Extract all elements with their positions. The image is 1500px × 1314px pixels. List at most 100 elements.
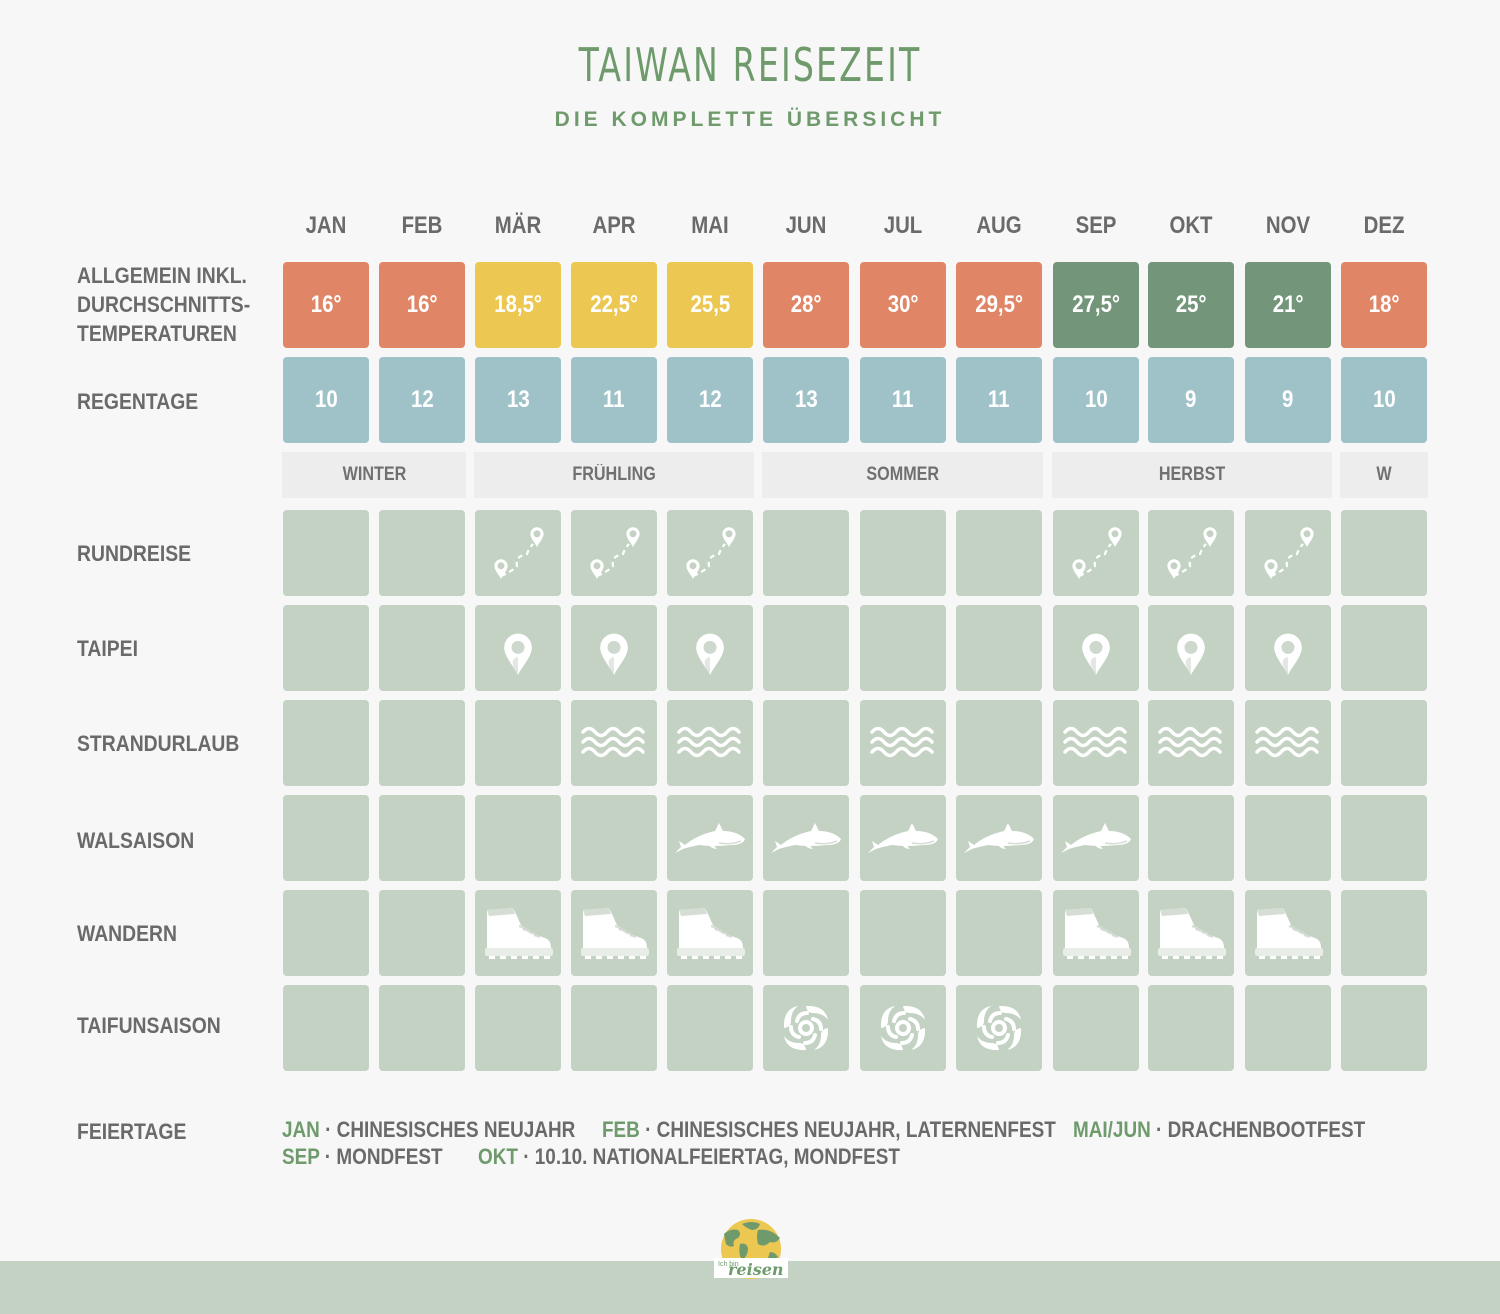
temperature-cell: 25° xyxy=(1148,262,1234,348)
page-subtitle: DIE KOMPLETTE ÜBERSICHT xyxy=(554,108,946,131)
location-pin-icon xyxy=(600,633,628,675)
holidays-line-2: SEP · MONDFEST xyxy=(282,1144,443,1170)
activity-cell-strand xyxy=(379,700,465,786)
row-label-taipei: TAIPEI xyxy=(77,636,138,661)
activity-cell-taipei xyxy=(1245,605,1331,691)
temperature-cell: 29,5° xyxy=(956,262,1042,348)
temperature-cell: 28° xyxy=(763,262,849,348)
row-label-strandurlaub: STRANDURLAUB xyxy=(77,731,240,756)
activity-cell-taipei xyxy=(475,605,561,691)
hiking-boot-icon xyxy=(485,908,553,959)
activity-cell-strand xyxy=(667,700,753,786)
rain-days-value: 11 xyxy=(988,386,1010,413)
activity-cell-wal xyxy=(956,795,1042,881)
activity-cell-wandern xyxy=(475,890,561,976)
activity-cell-taifun xyxy=(860,985,946,1071)
page-title: TAIWAN REISEZEIT xyxy=(578,38,922,92)
rain-days-value: 10 xyxy=(1372,386,1396,413)
activity-cell-taifun xyxy=(379,985,465,1071)
rain-days-cell: 10 xyxy=(1053,357,1139,443)
site-logo[interactable]: Ich bin reisen xyxy=(712,1214,790,1280)
activity-cell-wandern xyxy=(1148,890,1234,976)
waves-icon xyxy=(1158,726,1222,758)
activity-cell-rundreise xyxy=(1341,510,1427,596)
activity-cell-taifun xyxy=(667,985,753,1071)
row-label-temperature: ALLGEMEIN INKL. DURCHSCHNITTS- TEMPERATU… xyxy=(77,261,250,348)
row-label-wandern: WANDERN xyxy=(77,921,178,946)
season-label: SOMMER xyxy=(866,464,939,485)
activity-cell-rundreise xyxy=(379,510,465,596)
holidays-line-2: OKT · 10.10. NATIONALFEIERTAG, MONDFEST xyxy=(478,1144,900,1170)
activity-cell-wal xyxy=(475,795,561,881)
route-icon xyxy=(1072,527,1122,579)
rain-days-value: 9 xyxy=(1282,386,1294,413)
month-header: JUN xyxy=(785,212,827,239)
activity-cell-wal xyxy=(379,795,465,881)
month-header: NOV xyxy=(1265,212,1311,239)
activity-cell-wandern xyxy=(860,890,946,976)
activity-cell-taipei xyxy=(283,605,369,691)
hiking-boot-icon xyxy=(1255,908,1323,959)
row-label-temperature-line: ALLGEMEIN INKL. xyxy=(77,263,247,288)
rain-days-cell: 12 xyxy=(379,357,465,443)
whale-icon xyxy=(964,823,1034,853)
temperature-value: 22,5° xyxy=(590,291,638,318)
season-band: W xyxy=(1340,452,1428,498)
activity-cell-strand xyxy=(283,700,369,786)
season-band: HERBST xyxy=(1052,452,1332,498)
whale-icon xyxy=(675,823,745,853)
activity-cell-wandern xyxy=(1053,890,1139,976)
activity-cell-rundreise xyxy=(667,510,753,596)
waves-icon xyxy=(870,726,934,758)
season-label: W xyxy=(1376,464,1392,485)
activity-cell-wal xyxy=(1245,795,1331,881)
row-label-temperature-line: DURCHSCHNITTS- xyxy=(77,292,251,317)
holiday-name: 10.10. NATIONALFEIERTAG, MONDFEST xyxy=(534,1144,900,1169)
holiday-month: MAI/JUN xyxy=(1073,1117,1151,1142)
activity-cell-taifun xyxy=(475,985,561,1071)
activity-cell-taipei xyxy=(763,605,849,691)
activity-cell-taifun xyxy=(956,985,1042,1071)
rain-days-value: 13 xyxy=(506,386,530,413)
activity-cell-strand xyxy=(956,700,1042,786)
temperature-value: 27,5° xyxy=(1072,291,1120,318)
rain-days-value: 13 xyxy=(794,386,818,413)
rain-days-cell: 13 xyxy=(475,357,561,443)
route-icon xyxy=(686,527,736,579)
activity-cell-rundreise xyxy=(475,510,561,596)
activity-cell-rundreise xyxy=(1245,510,1331,596)
activity-cell-strand xyxy=(860,700,946,786)
temperature-value: 18° xyxy=(1368,291,1400,318)
activity-cell-strand xyxy=(571,700,657,786)
activity-cell-strand xyxy=(1341,700,1427,786)
hiking-boot-icon xyxy=(677,908,745,959)
temperature-cell: 18,5° xyxy=(475,262,561,348)
activity-cell-wal xyxy=(763,795,849,881)
month-header: JUL xyxy=(883,212,923,239)
logo-big-text: reisen xyxy=(728,1260,784,1279)
hiking-boot-icon xyxy=(581,908,649,959)
route-icon xyxy=(590,527,640,579)
temperature-cell: 27,5° xyxy=(1053,262,1139,348)
hiking-boot-icon xyxy=(1063,908,1131,959)
rain-days-cell: 9 xyxy=(1148,357,1234,443)
activity-cell-taipei xyxy=(379,605,465,691)
holiday-separator: · xyxy=(517,1144,535,1169)
temperature-value: 30° xyxy=(887,291,919,318)
activity-cell-wandern xyxy=(283,890,369,976)
logo-small-text: Ich bin xyxy=(718,1261,739,1268)
temperature-cell: 22,5° xyxy=(571,262,657,348)
month-header: JAN xyxy=(305,212,347,239)
month-header: MÄR xyxy=(494,212,542,239)
waves-icon xyxy=(1063,726,1127,758)
month-header: DEZ xyxy=(1363,212,1405,239)
rain-days-cell: 11 xyxy=(956,357,1042,443)
temperature-value: 29,5° xyxy=(975,291,1023,318)
activity-cell-taifun xyxy=(1245,985,1331,1071)
rain-days-value: 11 xyxy=(892,386,914,413)
temperature-value: 21° xyxy=(1272,291,1304,318)
waves-icon xyxy=(1255,726,1319,758)
route-icon xyxy=(1167,527,1217,579)
waves-icon xyxy=(581,726,645,758)
whale-icon xyxy=(1061,823,1131,853)
